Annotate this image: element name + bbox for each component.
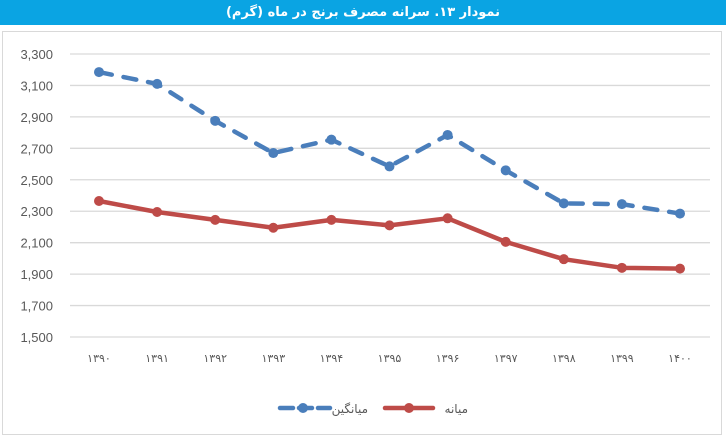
y-tick-label: 1,700	[20, 299, 53, 314]
chart-frame	[2, 31, 722, 435]
data-point	[675, 263, 685, 274]
y-tick-label: 2,500	[20, 173, 53, 188]
data-point	[152, 78, 163, 89]
y-tick-label: 1,500	[20, 330, 53, 345]
x-tick-label: ۱۳۹۲	[203, 352, 227, 365]
x-axis-labels: ۱۳۹۰ ۱۳۹۱ ۱۳۹۲ ۱۳۹۳ ۱۳۹۴ ۱۳۹۵ ۱۳۹۶ ۱۳۹۷ ۱۳۹۸ ۱۳۹۹…	[87, 352, 692, 365]
series-mean	[94, 67, 685, 219]
chart-title-bar: نمودار ۱۳. سرانه مصرف برنج در ماه (گرم)	[0, 0, 726, 25]
x-tick-label: ۱۴۰۰	[668, 352, 692, 365]
gridlines	[70, 53, 710, 338]
x-tick-label: ۱۳۹۷	[494, 352, 518, 365]
y-tick-label: 2,700	[20, 141, 53, 156]
data-point	[326, 214, 337, 225]
y-tick-label: 2,900	[20, 110, 53, 125]
legend-item-mean: میانگین	[277, 402, 368, 417]
chart-title: نمودار ۱۳. سرانه مصرف برنج در ماه (گرم)	[225, 5, 501, 20]
data-series	[94, 67, 685, 274]
data-point	[558, 254, 569, 265]
x-tick-label: ۱۳۹۹	[610, 352, 634, 365]
legend-marker	[298, 403, 308, 413]
data-point	[94, 196, 104, 207]
y-tick-label: 3,300	[20, 47, 53, 62]
data-point	[384, 161, 395, 172]
data-point	[675, 208, 685, 219]
data-point	[210, 214, 221, 225]
x-tick-label: ۱۳۹۶	[436, 352, 460, 365]
legend-label: میانگین	[332, 402, 368, 417]
legend-label: میانه	[445, 402, 468, 416]
y-tick-label: 2,300	[20, 204, 53, 219]
legend-marker	[404, 403, 414, 413]
data-point	[616, 199, 627, 210]
x-tick-label: ۱۳۹۵	[378, 352, 402, 365]
x-tick-label: ۱۳۹۱	[145, 352, 169, 365]
data-point	[152, 207, 163, 218]
x-tick-label: ۱۳۹۸	[552, 352, 576, 365]
legend-item-median: میانه	[382, 402, 468, 416]
data-point	[442, 129, 453, 140]
data-point	[616, 262, 627, 273]
x-tick-label: ۱۳۹۰	[87, 352, 111, 365]
data-point	[500, 165, 511, 176]
data-point	[442, 213, 453, 224]
data-point	[558, 198, 569, 209]
data-point	[268, 148, 279, 159]
legend: میانگین میانه	[277, 402, 468, 417]
data-point	[94, 67, 104, 78]
series-median	[94, 196, 685, 274]
x-tick-label: ۱۳۹۴	[320, 352, 344, 365]
y-tick-label: 2,100	[20, 236, 53, 251]
data-point	[268, 222, 279, 233]
data-point	[210, 115, 221, 126]
data-point	[326, 134, 337, 145]
data-point	[500, 236, 511, 247]
data-point	[384, 220, 395, 231]
y-tick-label: 3,100	[20, 78, 53, 93]
y-tick-label: 1,900	[20, 267, 53, 282]
x-tick-label: ۱۳۹۳	[261, 352, 285, 365]
series-line	[96, 69, 683, 216]
y-axis-labels: 3,300 3,100 2,900 2,700 2,500 2,300 2,100 1,900…	[20, 47, 53, 345]
